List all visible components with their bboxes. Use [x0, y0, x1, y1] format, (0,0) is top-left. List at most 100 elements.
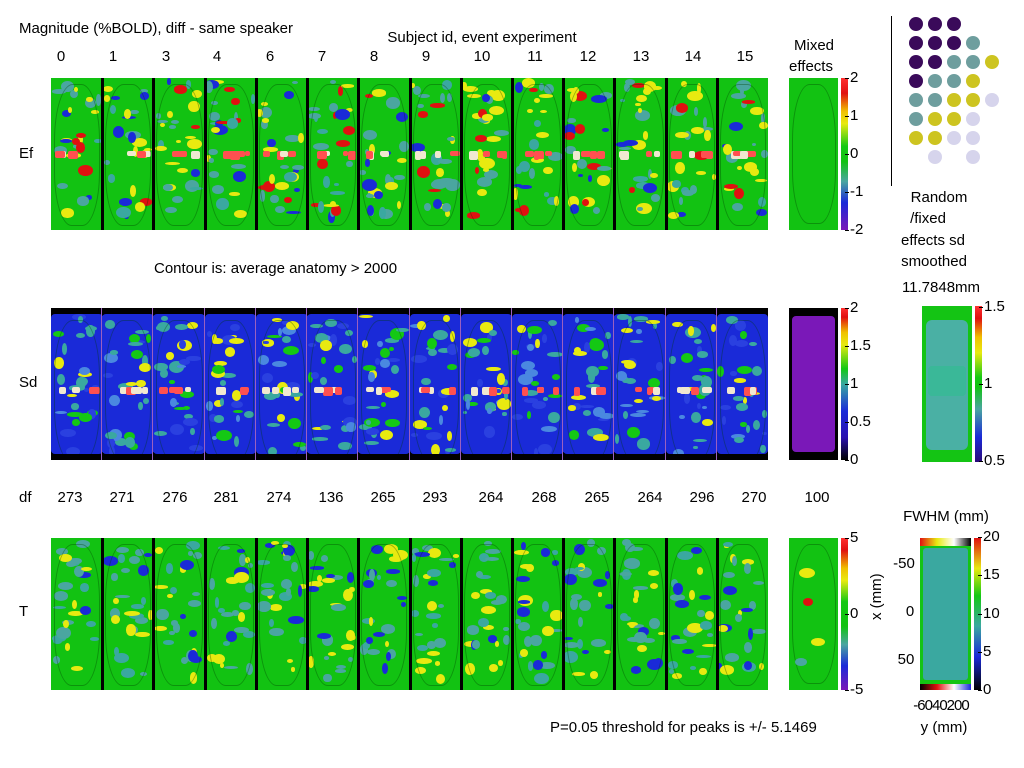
brain-slice-panel: [665, 538, 718, 690]
brain-slice-panel: [460, 78, 513, 230]
brain-slice-panel: [665, 78, 718, 230]
subject-id-label: 10: [473, 48, 491, 65]
panel-separator: [203, 308, 205, 460]
subject-id-label: 1: [108, 48, 118, 65]
row-label-sd: Sd: [19, 374, 38, 391]
subject-id-label: 11: [527, 48, 543, 65]
divider-line: [891, 16, 892, 186]
brain-slice-panel: [102, 538, 154, 690]
dot-glyph-dot: [947, 74, 961, 88]
panel-separator: [715, 78, 719, 230]
df-value: 273: [57, 489, 83, 506]
colorbar-tick-label: -1: [850, 183, 864, 200]
colorbar-tick-label: 20: [983, 528, 1000, 545]
colorbar-tick-label: 1: [850, 107, 859, 124]
df-value: 274: [266, 489, 292, 506]
colorbar-tick: [978, 575, 982, 577]
colorbar-tick: [845, 230, 849, 231]
panel-separator: [510, 538, 514, 690]
panel-separator: [357, 308, 359, 460]
random-fixed-label-2: /fixed: [910, 210, 946, 227]
colorbar-tick: [845, 154, 849, 155]
fwhm-x-tick-0: -50: [893, 555, 915, 572]
dot-glyph-dot: [928, 74, 942, 88]
colorbar-tick: [845, 78, 849, 79]
df-mixed-value: 100: [804, 489, 830, 506]
brain-slice-panel: [716, 78, 769, 230]
dot-glyph-dot: [966, 36, 980, 50]
colorbar-tick: [845, 538, 849, 539]
colorbar-tick-label: 5: [850, 529, 859, 546]
brain-slice-panel: [255, 314, 308, 454]
panel-separator: [203, 78, 207, 230]
colorbar-tick-label: -5: [850, 681, 864, 698]
t-colorbar: [841, 538, 848, 690]
colorbar-tick-label: 0: [850, 605, 859, 622]
fwhm-x-axis-label: x (mm): [868, 573, 885, 620]
dot-glyph-dot: [966, 74, 980, 88]
panel-separator: [408, 538, 412, 690]
dot-glyph-dot: [966, 112, 980, 126]
colorbar-tick-label: 1: [850, 375, 859, 392]
panel-separator: [357, 78, 361, 230]
df-value: 264: [478, 489, 504, 506]
panel-separator: [101, 78, 105, 230]
panel-separator: [459, 78, 463, 230]
colorbar-tick: [978, 690, 982, 691]
colorbar-tick: [845, 384, 849, 385]
panel-separator: [664, 78, 668, 230]
subject-id-label: 4: [212, 48, 222, 65]
colorbar-tick-label: 15: [983, 566, 1000, 584]
dot-matrix-glyph: [905, 10, 1015, 170]
brain-slice-panel: [563, 538, 615, 690]
panel-separator: [715, 538, 719, 690]
brain-slice-panel: [614, 314, 667, 454]
colorbar-tick-label: 0.5: [850, 413, 871, 430]
colorbar-tick: [845, 460, 849, 461]
fwhm-colorbar: [974, 538, 981, 690]
dot-glyph-dot: [947, 36, 961, 50]
subject-id-label: 6: [265, 48, 275, 65]
brain-slice-panel: [102, 314, 154, 454]
dot-glyph-dot: [947, 55, 961, 69]
df-value: 271: [109, 489, 135, 506]
row-label-df: df: [19, 489, 32, 506]
threshold-note: P=0.05 threshold for peaks is +/- 5.1469: [550, 719, 817, 736]
panel-separator: [459, 538, 463, 690]
mixed-effects-label-1: Mixed: [793, 37, 835, 54]
dot-glyph-dot: [966, 131, 980, 145]
df-value: 265: [370, 489, 396, 506]
brain-slice-panel: [204, 538, 257, 690]
brain-slice-panel: [255, 78, 308, 230]
dot-glyph-dot: [909, 36, 923, 50]
colorbar-tick: [845, 690, 849, 691]
random-fixed-label-5: 11.7848mm: [901, 279, 981, 296]
brain-slice-panel: [409, 538, 462, 690]
figure-title: Magnitude (%BOLD), diff - same speaker: [19, 20, 294, 37]
panel-separator: [664, 308, 666, 460]
colorbar-tick: [979, 384, 983, 385]
t-image-strip: [51, 538, 769, 690]
panel-separator: [152, 308, 154, 460]
colorbar-tick-label: 1.5: [984, 298, 1005, 315]
dot-glyph-dot: [966, 93, 980, 107]
subject-id-label: 0: [56, 48, 66, 65]
fwhm-label: FWHM (mm): [903, 508, 989, 525]
ef-colorbar: [841, 78, 848, 230]
df-value: 268: [531, 489, 557, 506]
dot-glyph-dot: [928, 55, 942, 69]
panel-separator: [510, 308, 512, 460]
df-value: 293: [422, 489, 448, 506]
colorbar-tick: [845, 116, 849, 117]
brain-slice-panel: [409, 314, 462, 454]
fwhm-image: [920, 538, 971, 690]
dot-glyph-dot: [947, 112, 961, 126]
brain-slice-panel: [204, 314, 257, 454]
brain-slice-panel: [51, 538, 103, 690]
dot-glyph-dot: [909, 74, 923, 88]
brain-slice-panel: [614, 78, 667, 230]
brain-slice-panel: [153, 78, 206, 230]
colorbar-tick: [845, 422, 849, 423]
dot-glyph-dot: [909, 55, 923, 69]
dot-glyph-dot: [928, 150, 942, 164]
